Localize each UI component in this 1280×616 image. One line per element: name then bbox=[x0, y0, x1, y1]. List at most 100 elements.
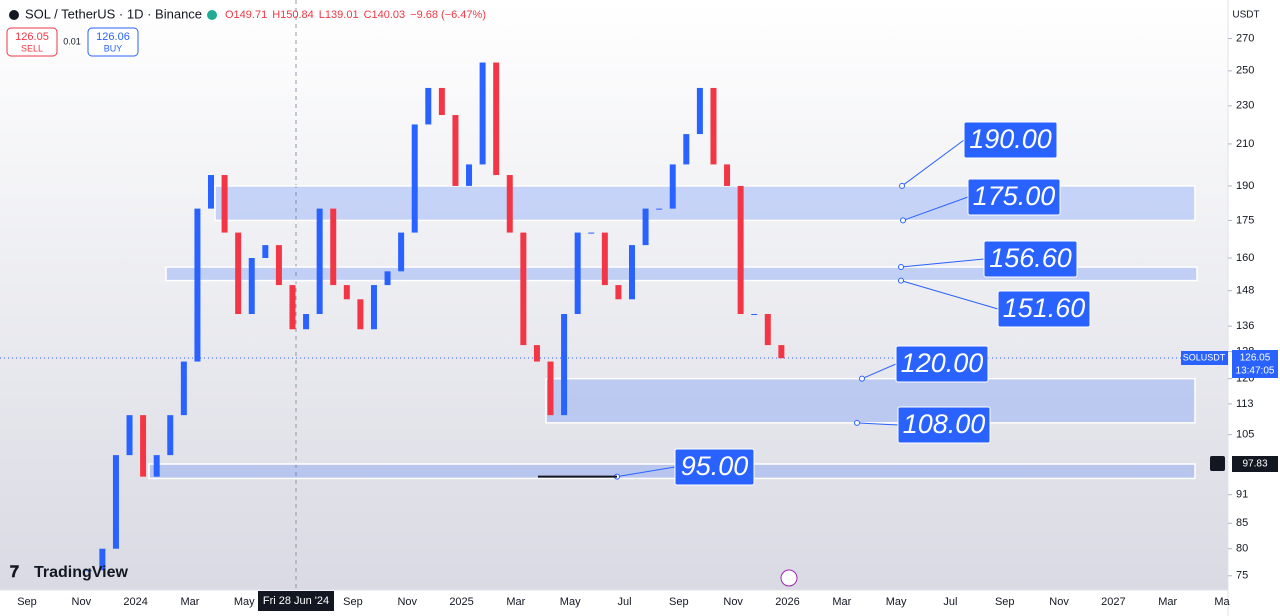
y-tick-label: 113 bbox=[1236, 398, 1254, 410]
candle bbox=[425, 87, 432, 125]
candle bbox=[208, 175, 215, 209]
callout-line bbox=[856, 422, 899, 426]
x-tick-label: Sep bbox=[343, 596, 363, 608]
symbol: SOL / TetherUS · 1D · Binance bbox=[25, 6, 202, 21]
candle bbox=[262, 245, 269, 259]
x-tick-label: 2026 bbox=[775, 596, 799, 608]
candle bbox=[316, 208, 323, 315]
level-label: 108.00 bbox=[903, 409, 986, 439]
candle bbox=[520, 232, 527, 346]
candle bbox=[221, 175, 228, 233]
x-tick-label: 2025 bbox=[449, 596, 473, 608]
ticker-tag: SOLUSDT bbox=[1183, 352, 1226, 362]
spread: 0.01 bbox=[63, 36, 81, 46]
candle bbox=[710, 87, 717, 165]
countdown: 13:47:05 bbox=[1236, 366, 1275, 377]
y-tick-label: 160 bbox=[1236, 252, 1254, 264]
x-tick-label: Jul bbox=[943, 596, 957, 608]
candle bbox=[669, 164, 676, 209]
buy-button[interactable] bbox=[87, 27, 139, 57]
x-tick-label: Ma bbox=[1214, 596, 1230, 608]
x-tick-label: May bbox=[560, 596, 581, 608]
candle bbox=[615, 285, 622, 300]
x-tick-label: May bbox=[886, 596, 907, 608]
level-point bbox=[898, 277, 904, 284]
candle bbox=[438, 87, 445, 116]
last-price: 126.05 bbox=[1240, 353, 1271, 364]
candle bbox=[384, 271, 391, 286]
candle bbox=[683, 134, 690, 165]
ohlc-value: −9.68 (−6.47%) bbox=[410, 9, 486, 21]
candle bbox=[140, 415, 147, 477]
x-tick-label: Mar bbox=[1158, 596, 1177, 608]
sell-label: SELL bbox=[21, 43, 43, 53]
x-tick-label: Mar bbox=[832, 596, 851, 608]
last-price-bg bbox=[1232, 350, 1278, 378]
callout-line bbox=[900, 280, 999, 310]
x-tick-label: 2024 bbox=[123, 596, 147, 608]
x-tick-label: 2027 bbox=[1101, 596, 1125, 608]
candle bbox=[289, 285, 296, 330]
crosshair-price-bg bbox=[1232, 456, 1278, 472]
level-label: 95.00 bbox=[681, 451, 749, 481]
crosshair-date-bg bbox=[258, 591, 334, 611]
y-tick-label: 136 bbox=[1236, 320, 1254, 332]
buy-price: 126.06 bbox=[96, 31, 130, 43]
candle bbox=[398, 232, 405, 272]
candle bbox=[85, 570, 92, 572]
candle bbox=[751, 314, 758, 316]
crosshair-price: 97.83 bbox=[1242, 459, 1267, 470]
zone bbox=[545, 377, 1196, 424]
zone bbox=[165, 266, 1198, 282]
y-tick-label: 91 bbox=[1236, 489, 1248, 501]
y-tick-label: 175 bbox=[1236, 214, 1254, 226]
candle bbox=[194, 208, 201, 362]
level-point bbox=[859, 375, 865, 382]
candle bbox=[533, 345, 540, 362]
candle bbox=[778, 345, 785, 359]
candle bbox=[628, 245, 635, 300]
event-icon[interactable] bbox=[780, 569, 798, 587]
crosshair-plus[interactable] bbox=[1210, 456, 1225, 471]
candle bbox=[642, 208, 649, 246]
callout-line bbox=[900, 258, 985, 268]
x-tick-label: Nov bbox=[397, 596, 417, 608]
callout-line bbox=[902, 196, 969, 221]
buy-label: BUY bbox=[104, 43, 123, 53]
candle bbox=[601, 232, 608, 286]
candle bbox=[466, 164, 473, 186]
level-point bbox=[854, 419, 860, 426]
level-point bbox=[900, 217, 906, 224]
currency: USDT bbox=[1232, 10, 1259, 21]
crosshair-date: Fri 28 Jun '24 bbox=[263, 595, 329, 607]
callout-line bbox=[861, 363, 897, 380]
x-tick-label: Nov bbox=[72, 596, 92, 608]
callout-line bbox=[616, 466, 676, 478]
candle bbox=[330, 208, 337, 286]
candle bbox=[561, 314, 568, 416]
candle bbox=[357, 299, 364, 330]
sell-price: 126.05 bbox=[15, 31, 49, 43]
level-box bbox=[983, 240, 1078, 278]
level-label: 156.60 bbox=[989, 243, 1072, 273]
x-tick-label: Nov bbox=[1049, 596, 1069, 608]
y-tick-label: 250 bbox=[1236, 65, 1254, 77]
x-tick-label: Sep bbox=[995, 596, 1015, 608]
x-tick-label: Sep bbox=[17, 596, 37, 608]
candle bbox=[303, 314, 310, 330]
x-tick-label: Nov bbox=[723, 596, 743, 608]
sell-button[interactable] bbox=[6, 27, 58, 57]
candle bbox=[411, 124, 418, 233]
candle bbox=[452, 115, 459, 186]
logo: TradingView bbox=[34, 564, 129, 581]
y-tick-label: 75 bbox=[1236, 570, 1248, 582]
level-label: 151.60 bbox=[1003, 293, 1086, 323]
ohlc-value: H150.84 bbox=[272, 9, 314, 21]
level-box bbox=[895, 345, 989, 383]
level-label: 190.00 bbox=[969, 124, 1052, 154]
callout-line bbox=[901, 139, 965, 187]
candle bbox=[506, 175, 513, 233]
x-tick-label: Mar bbox=[180, 596, 199, 608]
